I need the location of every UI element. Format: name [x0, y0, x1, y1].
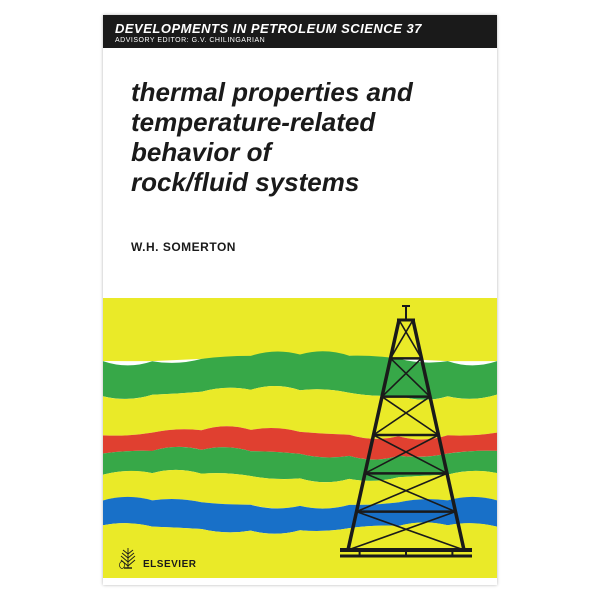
author-name: W.H. SOMERTON	[103, 240, 497, 254]
cover-graphic	[103, 298, 497, 578]
title-block: thermal properties and temperature-relat…	[103, 48, 497, 198]
publisher-name: ELSEVIER	[143, 559, 196, 570]
title-line: rock/fluid systems	[131, 168, 477, 198]
main-title: thermal properties and temperature-relat…	[131, 78, 477, 198]
title-line: behavior of	[131, 138, 477, 168]
header-band: DEVELOPMENTS IN PETROLEUM SCIENCE 37 ADV…	[103, 15, 497, 48]
title-line: thermal properties and	[131, 78, 477, 108]
main-area: thermal properties and temperature-relat…	[103, 48, 497, 578]
title-line: temperature-related	[131, 108, 477, 138]
publisher-block: ELSEVIER	[117, 546, 196, 570]
series-title: DEVELOPMENTS IN PETROLEUM SCIENCE 37	[115, 21, 485, 36]
book-cover: DEVELOPMENTS IN PETROLEUM SCIENCE 37 ADV…	[103, 15, 497, 585]
advisory-editor: ADVISORY EDITOR: G.V. CHILINGARIAN	[115, 37, 485, 44]
elsevier-tree-icon	[117, 546, 139, 570]
